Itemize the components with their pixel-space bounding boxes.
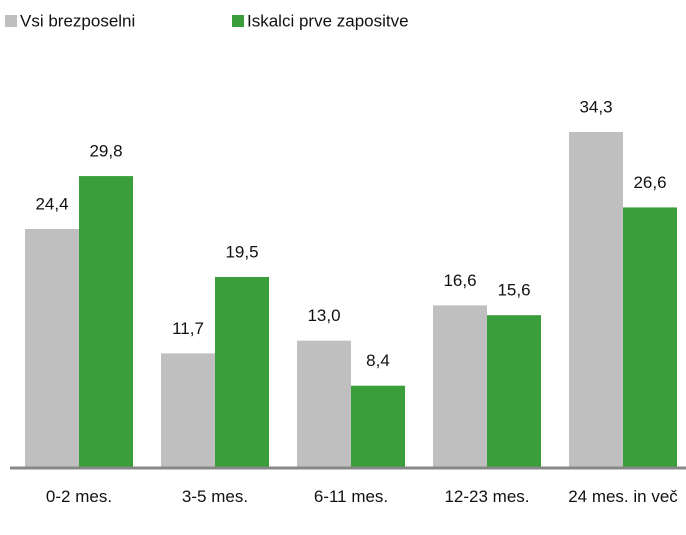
bar [351,385,405,468]
x-tick-label: 12-23 mes. [444,487,530,506]
bar [487,315,541,468]
bar [161,353,215,468]
bar [623,207,677,468]
x-tick-label: 6-11 mes. [313,487,389,506]
bar [79,176,133,468]
bar [297,340,351,468]
x-tick-label: 24 mes. in več [568,487,678,506]
value-label: 19,5 [225,242,258,261]
value-label: 8,4 [366,351,390,370]
value-label: 24,4 [35,194,68,213]
value-label: 13,0 [307,306,340,325]
legend-swatch [5,15,17,27]
x-tick-label: 0-2 mes. [45,487,113,506]
value-label: 26,6 [633,173,666,192]
x-tick-label: 3-5 mes. [181,487,249,506]
legend-label: Vsi brezposelni [20,11,135,30]
legend-label: Iskalci prve zapositve [247,11,409,30]
bar [25,228,79,468]
value-label: 16,6 [443,271,476,290]
bar [215,276,269,468]
legend-swatch [232,15,244,27]
value-label: 29,8 [89,142,122,161]
value-label: 15,6 [497,281,530,300]
bar [433,305,487,468]
bar [569,132,623,468]
value-label: 11,7 [172,319,204,338]
value-label: 34,3 [579,97,612,116]
